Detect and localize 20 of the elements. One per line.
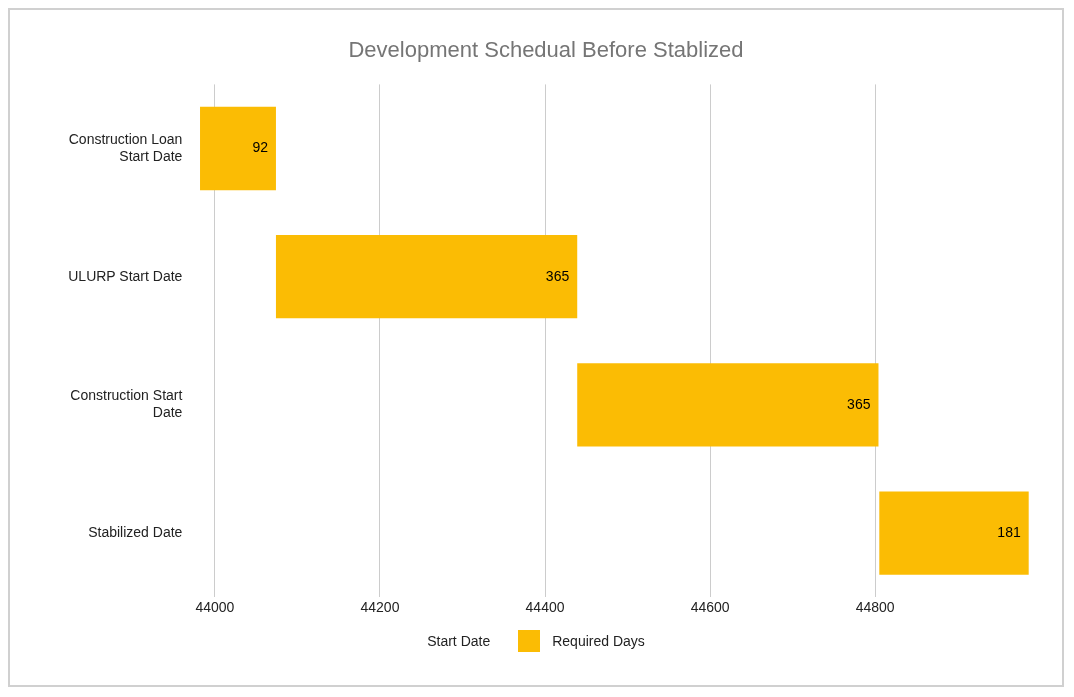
y-tick-label: Construction Start Date [70,387,183,421]
x-tick-label: 44600 [690,599,730,616]
data-label: 365 [847,395,871,412]
bar [879,491,1029,575]
y-tick-label: Construction Loan Start Date [68,130,183,164]
y-tick-label: ULURP Start Date [68,267,183,284]
legend-title: Start Date [427,633,491,649]
x-tick-label: 44000 [195,599,235,616]
chart-title: Development Schedual Before Stablized [348,37,744,63]
data-label: 181 [997,523,1021,540]
data-label: 92 [252,139,269,156]
bar [200,106,276,191]
data-label: 365 [545,267,570,284]
y-tick-label: Stabilized Date [88,523,183,540]
bar [577,363,879,447]
x-tick-label: 44200 [360,599,400,616]
x-tick-label: 44400 [525,599,565,616]
legend-label: Required Days [552,633,645,649]
x-tick-label: 44800 [855,599,895,616]
bar [275,235,578,319]
